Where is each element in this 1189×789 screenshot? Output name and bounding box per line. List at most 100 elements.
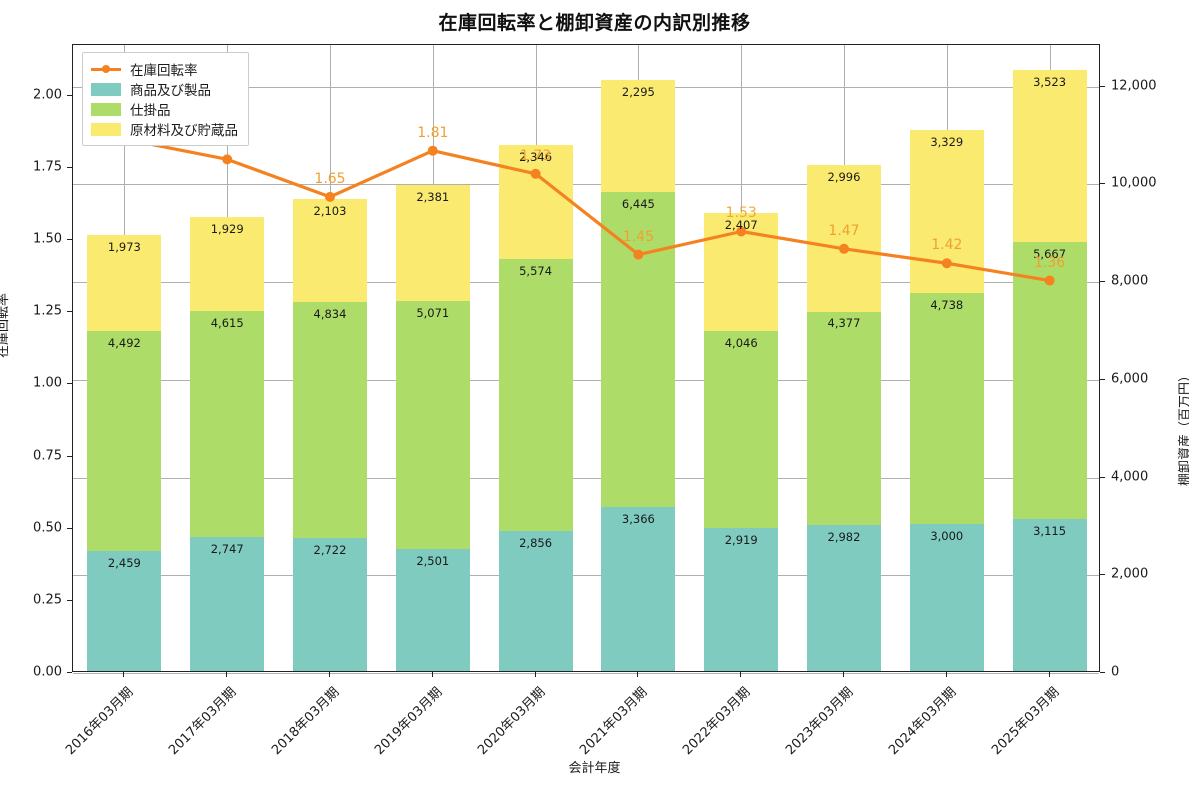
legend-line-swatch (91, 63, 121, 76)
x-axis-tick-label: 2025年03月期 (988, 684, 1063, 759)
y-axis-right-tick-label: 12,000 (1111, 78, 1157, 94)
bar-segment[interactable] (704, 528, 779, 671)
bar-segment[interactable] (909, 293, 984, 525)
y-axis-left-tick-mark (67, 672, 72, 673)
bar-value-label: 3,329 (930, 135, 964, 150)
line-marker[interactable] (839, 243, 849, 254)
bar-segment[interactable] (806, 311, 881, 526)
x-axis-tick-label: 2021年03月期 (577, 684, 651, 759)
bar-group[interactable] (292, 199, 367, 671)
line-marker[interactable] (736, 226, 747, 237)
bar-segment[interactable] (292, 538, 367, 671)
bar-segment[interactable] (292, 301, 367, 539)
y-axis-left-tick-mark (67, 455, 72, 457)
bar-value-label: 5,574 (519, 264, 553, 279)
bar-segment[interactable] (395, 548, 470, 671)
bar-value-label: 2,996 (827, 170, 861, 185)
y-axis-left-tick-label: 2.00 (33, 87, 62, 103)
bar-segment[interactable] (190, 311, 265, 537)
bar-segment[interactable] (190, 217, 265, 312)
bar-group[interactable] (1012, 69, 1087, 671)
bar-value-label: 2,501 (416, 553, 450, 568)
y-axis-right-tick-mark (1100, 574, 1105, 576)
gridline-horizontal (73, 673, 1099, 674)
bar-segment[interactable] (909, 524, 984, 671)
bar-segment[interactable] (601, 506, 676, 671)
y-axis-right-tick-mark (1100, 281, 1105, 283)
legend-item-label: 在庫回転率 (130, 63, 198, 79)
bar-segment[interactable] (87, 550, 162, 671)
y-axis-left-tick-label: 0.25 (33, 592, 62, 608)
x-axis-tick-mark (226, 672, 228, 677)
x-axis-tick-mark (740, 672, 742, 677)
chart-title: 在庫回転率と棚卸資産の内訳別推移 (438, 12, 751, 34)
line-value-label: 1.65 (314, 170, 346, 187)
bar-segment[interactable] (498, 144, 573, 260)
bar-segment[interactable] (601, 79, 676, 192)
bar-segment[interactable] (87, 331, 162, 551)
bar-segment[interactable] (806, 165, 881, 312)
legend-item-label: 仕掛品 (130, 103, 171, 119)
gridline-horizontal (73, 184, 1099, 186)
x-axis-tick-mark (534, 672, 536, 677)
bar-segment[interactable] (1012, 241, 1087, 519)
bar-segment[interactable] (601, 191, 676, 507)
bar-segment[interactable] (292, 199, 367, 302)
bar-group[interactable] (601, 79, 676, 671)
bar-segment[interactable] (395, 301, 470, 549)
legend-color-swatch (91, 122, 121, 136)
bar-value-label: 3,000 (930, 529, 964, 544)
line-marker[interactable] (427, 145, 438, 156)
legend-item[interactable]: 在庫回転率 (91, 59, 238, 79)
bar-segment[interactable] (498, 531, 573, 671)
y-axis-left-tick-label: 0.50 (33, 520, 62, 536)
y-axis-left-tick-label: 0.75 (33, 448, 62, 464)
bar-segment[interactable] (1012, 518, 1087, 671)
bar-value-label: 2,103 (313, 204, 347, 219)
bar-segment[interactable] (87, 235, 162, 332)
x-axis-tick-mark (1048, 672, 1050, 677)
legend-item[interactable]: 原材料及び貯蔵品 (91, 119, 238, 139)
bar-segment[interactable] (704, 330, 779, 529)
bar-segment[interactable] (1012, 69, 1087, 242)
x-axis-tick-mark (329, 672, 330, 677)
y-axis-left-tick-mark (67, 167, 72, 168)
bar-group[interactable] (498, 144, 573, 671)
bar-segment[interactable] (498, 259, 573, 532)
gridline-horizontal (73, 575, 1099, 577)
bar-value-label: 2,722 (313, 543, 347, 558)
y-axis-right-tick-mark (1100, 476, 1105, 478)
bar-group[interactable] (87, 235, 162, 671)
bars-layer (73, 45, 1099, 671)
bar-group[interactable] (395, 184, 470, 671)
y-axis-right-tick-label: 0 (1111, 664, 1120, 680)
bar-group[interactable] (806, 165, 881, 671)
line-marker[interactable] (941, 258, 952, 269)
y-axis-left-tick-label: 1.75 (33, 159, 62, 175)
x-axis-tick-label: 2016年03月期 (63, 684, 137, 759)
line-marker[interactable] (530, 168, 541, 179)
bar-segment[interactable] (806, 525, 881, 671)
bar-group[interactable] (190, 217, 265, 671)
line-marker[interactable] (325, 191, 335, 202)
bar-value-label: 4,615 (210, 316, 244, 331)
y-axis-left-tick-mark (67, 94, 72, 96)
line-marker[interactable] (222, 154, 233, 165)
bar-value-label: 5,667 (1033, 246, 1067, 261)
line-marker[interactable] (1044, 275, 1055, 286)
x-axis-tick-label: 2017年03月期 (166, 684, 240, 759)
x-axis-tick-label: 2019年03月期 (371, 684, 446, 759)
line-value-label: 1.45 (622, 228, 654, 245)
x-axis-tick-mark (945, 672, 947, 677)
line-marker[interactable] (633, 249, 644, 260)
bar-segment[interactable] (190, 536, 265, 671)
legend-item[interactable]: 仕掛品 (91, 99, 238, 119)
bar-value-label: 2,346 (519, 149, 553, 164)
bar-value-label: 3,115 (1033, 523, 1067, 538)
legend-item[interactable]: 商品及び製品 (91, 79, 238, 99)
line-value-label: 1.47 (828, 222, 860, 239)
bar-segment[interactable] (395, 184, 470, 302)
y-axis-right-tick-label: 6,000 (1111, 371, 1149, 387)
legend-color-swatch (91, 102, 121, 116)
